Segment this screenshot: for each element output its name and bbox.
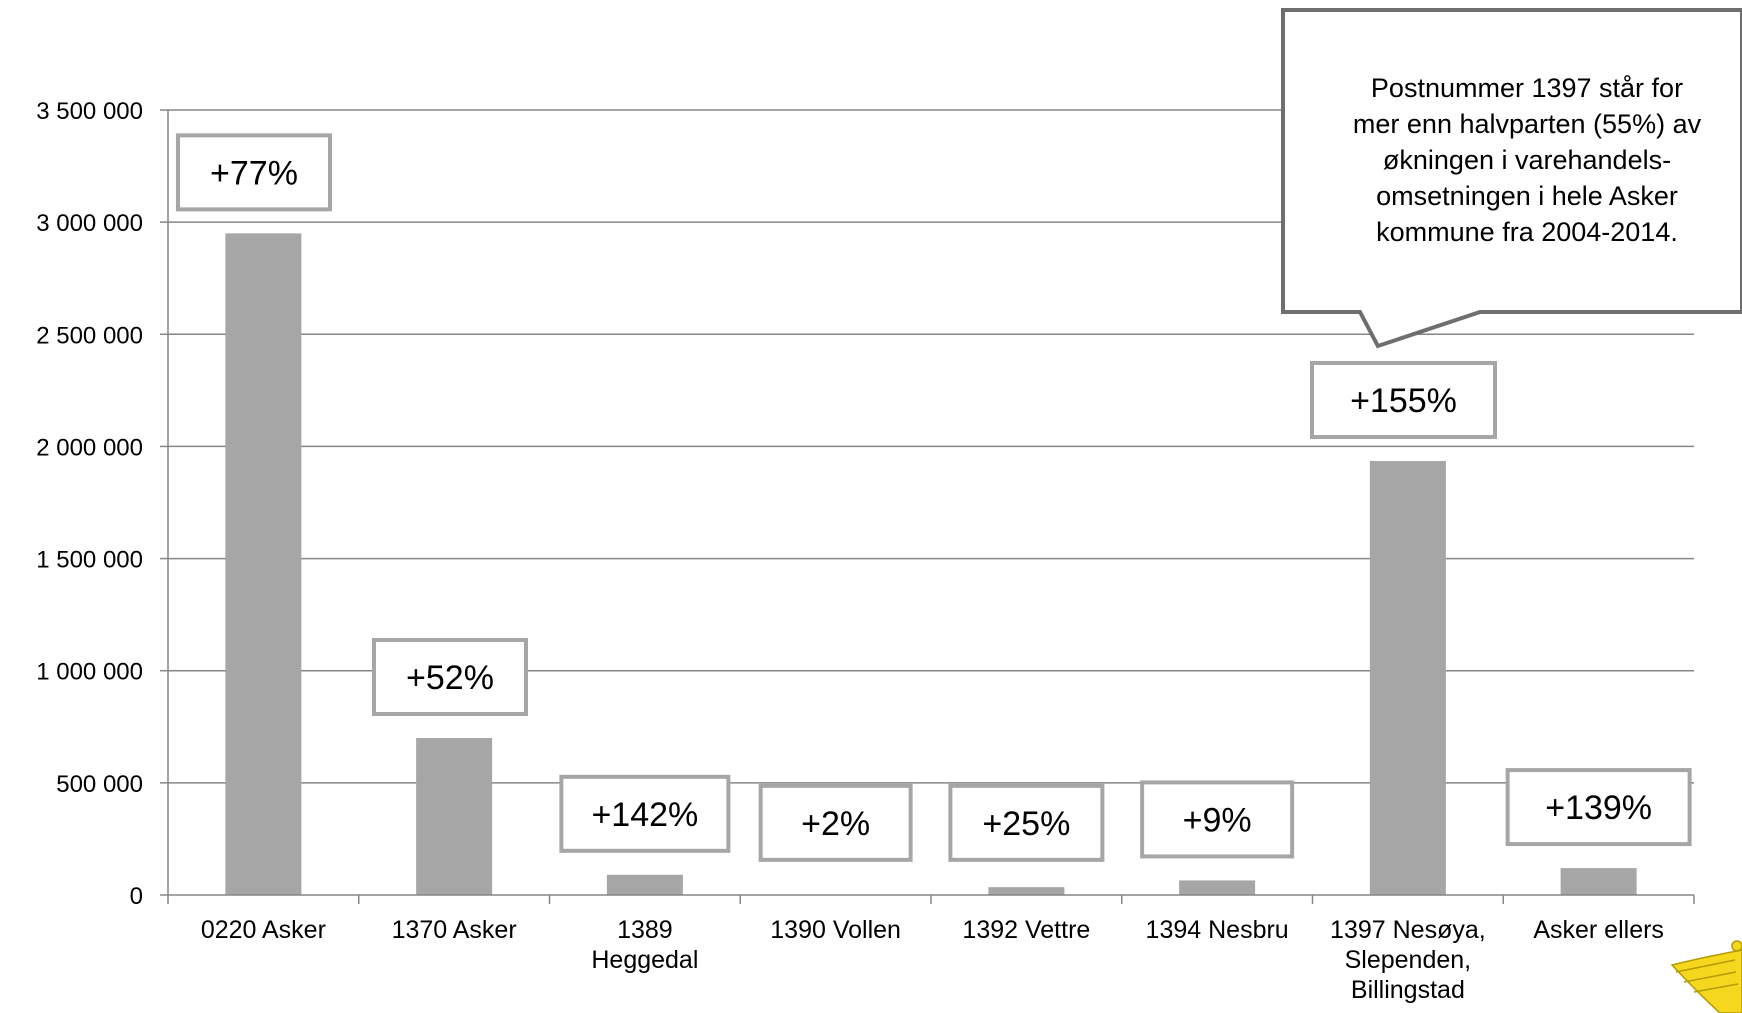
growth-label-text: +139% [1545,789,1652,827]
growth-label-box [559,774,731,853]
callout-text-line: kommune fra 2004-2014. [1376,217,1678,247]
growth-label: +9% [1140,780,1295,859]
bar [1560,868,1637,895]
growth-label: +25% [948,783,1105,862]
growth-label-text: +9% [1183,801,1252,839]
growth-label: +77% [176,133,332,212]
y-tick-label: 2 500 000 [36,322,143,349]
y-axis-ticks: 0 500 000 1 000 000 1 500 000 2 000 000 2 500… [36,98,168,910]
x-category-label: 0220 Asker [201,916,326,944]
x-category-label: 1394 Nesbru [1146,916,1289,944]
bar [606,874,683,895]
growth-label: +2% [758,783,913,862]
callout-box: Postnummer 1397 står for mer enn halvpart… [1281,8,1742,349]
growth-label-box [758,783,913,862]
wing-emblem-icon [1670,949,1742,1013]
x-category-label: 1389 [617,916,673,944]
y-tick-label: 500 000 [56,771,143,798]
x-category-label: Slependen, [1345,946,1472,974]
emblem-crest-icon [1731,940,1742,952]
growth-label-text: +142% [591,796,698,834]
logo [1670,940,1742,1013]
growth-label-text: +52% [406,659,494,697]
callout-text-line: Postnummer 1397 står for [1371,73,1683,103]
bar [416,738,493,895]
y-tick-label: 1 500 000 [36,547,143,574]
bar [1369,461,1446,895]
bars [225,233,1637,895]
bar [988,887,1065,895]
growth-label-box [948,783,1105,862]
growth-label: +139% [1505,768,1692,847]
growth-label-text: +77% [210,154,298,192]
callout-text-line: omsetningen i hele Asker [1376,181,1678,211]
x-category-label: 1397 Nesøya, [1330,916,1486,944]
growth-label: +155% [1310,361,1497,440]
x-category-label: 1370 Asker [392,916,517,944]
growth-label: +142% [559,774,731,853]
y-tick-label: 2 000 000 [36,434,143,461]
x-category-label: Heggedal [591,946,698,974]
y-tick-label: 1 000 000 [36,659,143,686]
x-category-label: Asker ellers [1533,916,1664,944]
growth-label-box [372,638,528,716]
callout-text-line: mer enn halvparten (55%) av [1353,109,1702,139]
growth-label-box [1505,768,1692,847]
wing-feather-lines [1675,959,1739,993]
x-category-label: 1392 Vettre [962,916,1090,944]
bar [225,233,302,895]
bar [1179,880,1256,895]
growth-label: +52% [372,638,528,716]
growth-label-box [1310,361,1497,440]
axes [167,110,1695,904]
y-tick-label: 3 000 000 [36,210,143,237]
growth-labels: +77% +52% +142% +2% +25% +9% +155% +139% [176,133,1692,862]
x-category-label: 1390 Vollen [770,916,901,944]
y-tick-label: 0 [130,883,143,910]
growth-label-text: +155% [1350,382,1457,420]
callout-text-line: økningen i varehandels- [1383,145,1671,175]
growth-label-box [1140,780,1295,859]
y-tick-label: 3 500 000 [36,98,143,125]
callout-shape [1281,8,1742,349]
growth-label-box [176,133,332,212]
growth-label-text: +2% [801,805,870,843]
x-category-label: Billingstad [1351,976,1465,1004]
growth-label-text: +25% [982,805,1070,843]
